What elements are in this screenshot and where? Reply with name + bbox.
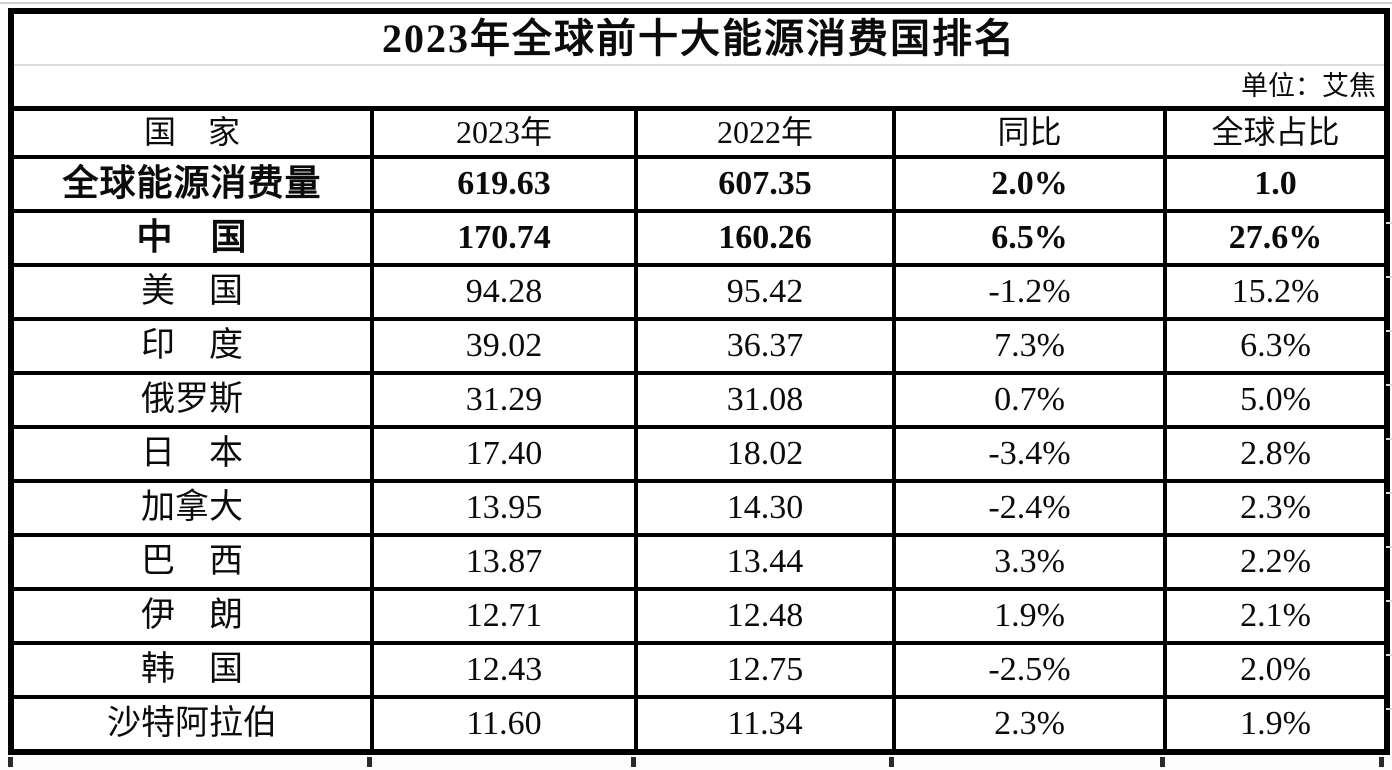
country-cell: 美 国 bbox=[9, 263, 374, 321]
share-cell: 1.0 bbox=[1163, 155, 1389, 213]
country-cell: 俄罗斯 bbox=[9, 371, 374, 429]
yoy-cell: 6.5% bbox=[892, 209, 1167, 267]
country-cell: 韩 国 bbox=[9, 641, 374, 699]
value-2023-cell: 31.29 bbox=[370, 371, 638, 429]
value-2022-cell: 18.02 bbox=[634, 425, 896, 483]
value-2022-cell: 607.35 bbox=[634, 155, 896, 213]
unit-row: 单位：艾焦 bbox=[11, 65, 1387, 111]
border-stub bbox=[8, 757, 13, 767]
table-row: 日 本 17.40 18.02 -3.4% 2.8% bbox=[9, 425, 1389, 483]
col-header-2022: 2022年 bbox=[634, 106, 896, 159]
scan-edge-artifact bbox=[1386, 170, 1392, 756]
country-cell: 全球能源消费量 bbox=[9, 155, 374, 213]
col-header-country: 国 家 bbox=[9, 106, 374, 159]
bottom-border-stubs bbox=[0, 757, 1392, 770]
yoy-cell: 2.0% bbox=[892, 155, 1167, 213]
share-cell: 15.2% bbox=[1163, 263, 1389, 321]
country-cell: 印 度 bbox=[9, 317, 374, 375]
table-row: 伊 朗 12.71 12.48 1.9% 2.1% bbox=[9, 587, 1389, 645]
title-row: 2023年全球前十大能源消费国排名 bbox=[11, 11, 1387, 66]
value-2022-cell: 12.48 bbox=[634, 587, 896, 645]
table-row: 中 国 170.74 160.26 6.5% 27.6% bbox=[9, 209, 1389, 267]
country-cell: 巴 西 bbox=[9, 533, 374, 591]
border-stub bbox=[889, 757, 894, 767]
value-2022-cell: 95.42 bbox=[634, 263, 896, 321]
share-cell: 2.2% bbox=[1163, 533, 1389, 591]
country-cell: 中 国 bbox=[9, 209, 374, 267]
share-cell: 2.8% bbox=[1163, 425, 1389, 483]
yoy-cell: 0.7% bbox=[892, 371, 1167, 429]
yoy-cell: -3.4% bbox=[892, 425, 1167, 483]
table-row: 俄罗斯 31.29 31.08 0.7% 5.0% bbox=[9, 371, 1389, 429]
value-2022-cell: 12.75 bbox=[634, 641, 896, 699]
share-cell: 2.3% bbox=[1163, 479, 1389, 537]
top-hairline-artifact bbox=[0, 2, 1392, 4]
value-2023-cell: 170.74 bbox=[370, 209, 638, 267]
border-stub bbox=[1160, 757, 1165, 767]
value-2023-cell: 17.40 bbox=[370, 425, 638, 483]
value-2023-cell: 13.87 bbox=[370, 533, 638, 591]
energy-consumption-table: 2023年全球前十大能源消费国排名 单位：艾焦 国 家 2023年 2022年 … bbox=[8, 8, 1390, 755]
yoy-cell: 7.3% bbox=[892, 317, 1167, 375]
yoy-cell: 1.9% bbox=[892, 587, 1167, 645]
value-2023-cell: 11.60 bbox=[370, 695, 638, 754]
value-2022-cell: 11.34 bbox=[634, 695, 896, 754]
share-cell: 6.3% bbox=[1163, 317, 1389, 375]
yoy-cell: -2.4% bbox=[892, 479, 1167, 537]
value-2023-cell: 12.43 bbox=[370, 641, 638, 699]
border-stub bbox=[1379, 757, 1384, 767]
share-cell: 2.0% bbox=[1163, 641, 1389, 699]
share-cell: 1.9% bbox=[1163, 695, 1389, 754]
table-row: 美 国 94.28 95.42 -1.2% 15.2% bbox=[9, 263, 1389, 321]
table-row: 印 度 39.02 36.37 7.3% 6.3% bbox=[9, 317, 1389, 375]
share-cell: 5.0% bbox=[1163, 371, 1389, 429]
share-cell: 2.1% bbox=[1163, 587, 1389, 645]
value-2023-cell: 39.02 bbox=[370, 317, 638, 375]
country-cell: 日 本 bbox=[9, 425, 374, 483]
yoy-cell: -1.2% bbox=[892, 263, 1167, 321]
header-row: 国 家 2023年 2022年 同比 全球占比 bbox=[9, 106, 1389, 159]
country-cell: 伊 朗 bbox=[9, 587, 374, 645]
value-2022-cell: 14.30 bbox=[634, 479, 896, 537]
table-row: 沙特阿拉伯 11.60 11.34 2.3% 1.9% bbox=[9, 695, 1389, 754]
table-row: 巴 西 13.87 13.44 3.3% 2.2% bbox=[9, 533, 1389, 591]
col-header-yoy: 同比 bbox=[892, 106, 1167, 159]
value-2022-cell: 160.26 bbox=[634, 209, 896, 267]
value-2023-cell: 94.28 bbox=[370, 263, 638, 321]
share-cell: 27.6% bbox=[1163, 209, 1389, 267]
border-stub bbox=[631, 757, 636, 767]
table-row: 韩 国 12.43 12.75 -2.5% 2.0% bbox=[9, 641, 1389, 699]
value-2022-cell: 36.37 bbox=[634, 317, 896, 375]
unit-note: 单位：艾焦 bbox=[11, 65, 1387, 111]
country-cell: 沙特阿拉伯 bbox=[9, 695, 374, 754]
country-cell: 加拿大 bbox=[9, 479, 374, 537]
value-2022-cell: 13.44 bbox=[634, 533, 896, 591]
col-header-global-share: 全球占比 bbox=[1163, 106, 1389, 159]
value-2023-cell: 13.95 bbox=[370, 479, 638, 537]
table-row: 加拿大 13.95 14.30 -2.4% 2.3% bbox=[9, 479, 1389, 537]
table-row: 全球能源消费量 619.63 607.35 2.0% 1.0 bbox=[9, 155, 1389, 213]
yoy-cell: 2.3% bbox=[892, 695, 1167, 754]
yoy-cell: -2.5% bbox=[892, 641, 1167, 699]
col-header-2023: 2023年 bbox=[370, 106, 638, 159]
value-2023-cell: 619.63 bbox=[370, 155, 638, 213]
yoy-cell: 3.3% bbox=[892, 533, 1167, 591]
value-2022-cell: 31.08 bbox=[634, 371, 896, 429]
border-stub bbox=[367, 757, 372, 767]
table-title: 2023年全球前十大能源消费国排名 bbox=[11, 11, 1387, 66]
table-body: 全球能源消费量 619.63 607.35 2.0% 1.0 中 国 170.74 160.2… bbox=[9, 155, 1389, 754]
value-2023-cell: 12.71 bbox=[370, 587, 638, 645]
